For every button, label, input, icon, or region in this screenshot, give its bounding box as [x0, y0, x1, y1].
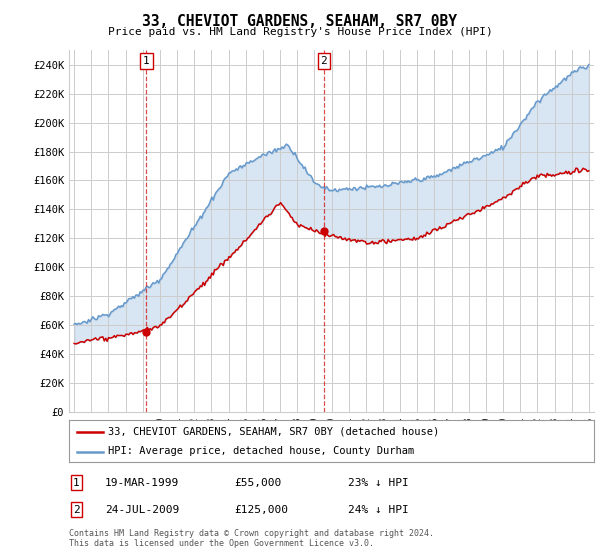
Text: 1: 1 [73, 478, 80, 488]
Text: Contains HM Land Registry data © Crown copyright and database right 2024.
This d: Contains HM Land Registry data © Crown c… [69, 529, 434, 548]
Text: 33, CHEVIOT GARDENS, SEAHAM, SR7 0BY (detached house): 33, CHEVIOT GARDENS, SEAHAM, SR7 0BY (de… [109, 427, 440, 437]
Text: 24% ↓ HPI: 24% ↓ HPI [348, 505, 409, 515]
Text: £125,000: £125,000 [234, 505, 288, 515]
Text: £55,000: £55,000 [234, 478, 281, 488]
Text: 19-MAR-1999: 19-MAR-1999 [105, 478, 179, 488]
Text: 2: 2 [73, 505, 80, 515]
Text: HPI: Average price, detached house, County Durham: HPI: Average price, detached house, Coun… [109, 446, 415, 456]
Text: 2: 2 [320, 56, 327, 66]
Text: 1: 1 [143, 56, 150, 66]
Text: Price paid vs. HM Land Registry's House Price Index (HPI): Price paid vs. HM Land Registry's House … [107, 27, 493, 37]
Text: 24-JUL-2009: 24-JUL-2009 [105, 505, 179, 515]
Text: 23% ↓ HPI: 23% ↓ HPI [348, 478, 409, 488]
Text: 33, CHEVIOT GARDENS, SEAHAM, SR7 0BY: 33, CHEVIOT GARDENS, SEAHAM, SR7 0BY [143, 14, 458, 29]
